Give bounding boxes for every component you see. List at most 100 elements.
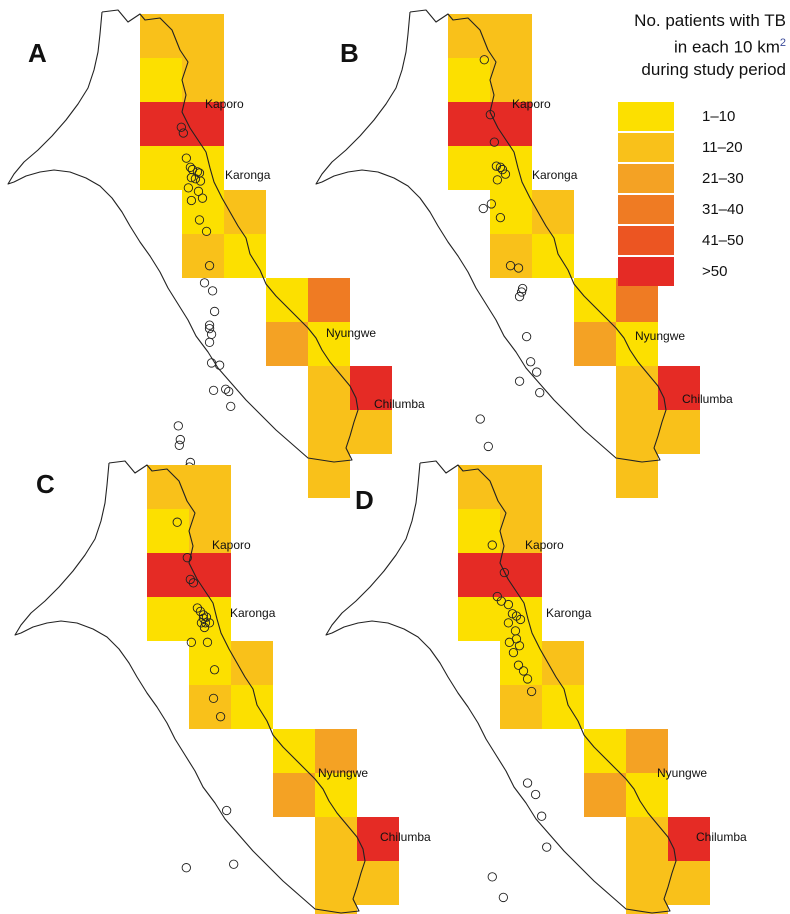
patient-marker (226, 401, 236, 412)
patient-marker (192, 603, 203, 613)
grid-cell (458, 553, 500, 597)
panel-letter-b: B (340, 38, 359, 68)
grid-cell (147, 509, 189, 553)
grid-cell (308, 366, 350, 410)
legend-item: 41–50 (618, 226, 786, 257)
patient-marker (515, 614, 526, 625)
legend-swatch (618, 102, 674, 131)
grid-cell (500, 553, 542, 597)
grid-cell (490, 58, 532, 102)
patient-marker (202, 637, 213, 647)
legend-title-unit: in each 10 km (674, 37, 780, 57)
patient-marker (486, 199, 496, 209)
panel-letter-d: D (355, 485, 374, 515)
place-label-nyungwe: Nyungwe (318, 766, 369, 780)
patient-marker (514, 641, 525, 651)
patient-marker (526, 686, 537, 697)
patient-marker (542, 842, 552, 852)
patient-marker (530, 789, 541, 800)
patient-marker (495, 162, 506, 172)
place-label-kaporo: Kaporo (525, 538, 564, 552)
patient-marker (514, 291, 525, 302)
grid-cell (574, 278, 616, 322)
patient-marker (178, 128, 188, 138)
patient-marker (526, 357, 536, 367)
legend-label: 1–10 (702, 108, 736, 125)
patient-marker (497, 164, 508, 175)
patient-marker (175, 434, 185, 445)
patient-marker (204, 320, 215, 330)
legend-item: >50 (618, 257, 786, 288)
patient-marker (192, 167, 203, 177)
patient-marker (500, 169, 511, 179)
place-label-karonga: Karonga (225, 168, 271, 182)
grid-cell (315, 729, 357, 773)
grid-cell (616, 366, 658, 410)
grid-cell (500, 509, 542, 553)
patient-marker (516, 287, 527, 297)
district-boundary (7, 9, 359, 463)
legend-title-line3: during study period (641, 59, 786, 79)
legend-item: 31–40 (618, 195, 786, 226)
district-boundary (14, 460, 366, 914)
place-label-chilumba: Chilumba (682, 392, 733, 406)
district-boundary (325, 460, 677, 914)
legend-label: 11–20 (702, 139, 743, 156)
grid-cell (490, 146, 532, 190)
patient-marker (204, 337, 215, 347)
place-label-nyungwe: Nyungwe (635, 329, 686, 343)
grid-cell (147, 597, 189, 641)
grid-cell (616, 322, 658, 366)
grid-cell (266, 278, 308, 322)
patient-marker (517, 283, 528, 294)
patient-marker (186, 637, 197, 647)
grid-cell (542, 641, 584, 685)
grid-cell (308, 410, 350, 454)
legend-title-line1: No. patients with TB (634, 11, 786, 30)
grid-cell (273, 729, 315, 773)
grid-cell (584, 773, 626, 817)
grid-cell (315, 905, 357, 914)
place-label-nyungwe: Nyungwe (657, 766, 708, 780)
panel-letter-a: A (28, 38, 47, 68)
patient-marker (503, 618, 514, 628)
patient-marker (195, 176, 206, 186)
place-label-kaporo: Kaporo (212, 538, 251, 552)
grid-cell (532, 190, 574, 234)
map-panel-b (315, 9, 700, 498)
patient-marker (197, 193, 208, 203)
patient-marker (188, 578, 199, 588)
place-label-karonga: Karonga (546, 606, 592, 620)
patient-marker (522, 674, 533, 684)
grid-cell (668, 861, 710, 905)
legend-item: 21–30 (618, 164, 786, 195)
place-label-nyungwe: Nyungwe (326, 326, 377, 340)
place-label-chilumba: Chilumba (696, 830, 747, 844)
grid-cell (532, 234, 574, 278)
grid-cell (458, 597, 500, 641)
grid-cell (182, 58, 224, 102)
map-panel-a (7, 9, 392, 498)
patient-marker (521, 331, 532, 342)
patient-marker (176, 122, 186, 132)
patient-marker (174, 440, 184, 450)
grid-cell (350, 410, 392, 454)
grid-cell (308, 322, 350, 366)
patient-marker (198, 613, 209, 623)
map-panel-c (14, 460, 399, 914)
grid-cell (224, 190, 266, 234)
place-label-karonga: Karonga (532, 168, 578, 182)
legend-label: 21–30 (702, 170, 744, 187)
patient-marker (478, 203, 488, 214)
patient-marker (172, 517, 182, 527)
patient-marker (173, 421, 183, 431)
grid-cell (147, 553, 189, 597)
grid-cell (448, 58, 490, 102)
patient-marker (514, 376, 525, 386)
patient-marker (503, 599, 514, 610)
panel-letter-c: C (36, 469, 55, 499)
district-boundary (315, 9, 667, 463)
legend-title: No. patients with TB in each 10 km2 duri… (574, 10, 786, 81)
grid-cell (266, 322, 308, 366)
